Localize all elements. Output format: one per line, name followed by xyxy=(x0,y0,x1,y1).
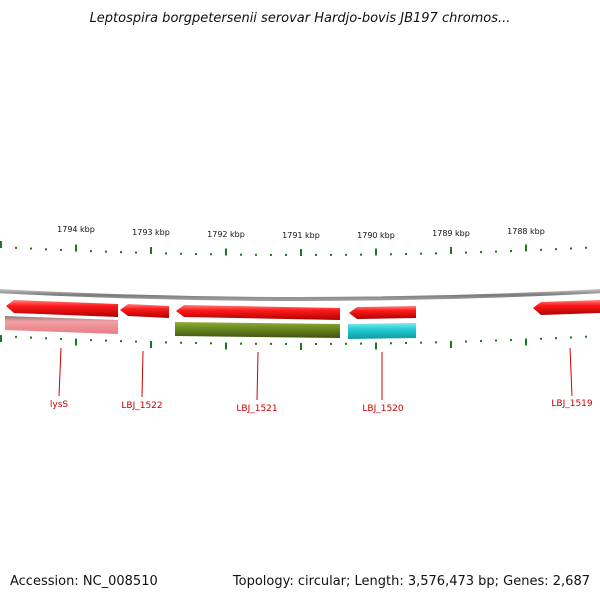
cds-features xyxy=(6,300,600,320)
footer-info: Topology: circular; Length: 3,576,473 bp… xyxy=(232,574,590,589)
gene-label-LBJ_1519[interactable]: LBJ_1519 xyxy=(551,399,593,409)
cds-arrow-lysS[interactable] xyxy=(6,300,118,317)
gene-features xyxy=(5,316,416,339)
scale-label-1789: 1789 kbp xyxy=(432,229,470,238)
gene-label-LBJ_1522[interactable]: LBJ_1522 xyxy=(121,401,162,411)
gene-label-lysS[interactable]: lysS xyxy=(50,400,69,410)
cds-arrow-LBJ_1521[interactable] xyxy=(176,305,340,320)
cds-arrow-LBJ_1519[interactable] xyxy=(533,300,600,315)
scale-label-1791: 1791 kbp xyxy=(282,231,320,240)
scale-label-1794: 1794 kbp xyxy=(57,225,95,234)
cds-arrow-LBJ_1522[interactable] xyxy=(120,304,169,318)
gene-label-leaders xyxy=(58,347,573,401)
gene-bar-lysS[interactable] xyxy=(5,316,118,334)
leader-LBJ_1522 xyxy=(141,350,144,398)
scale-ticks-upper xyxy=(0,241,587,256)
gene-bar-LBJ_1521[interactable] xyxy=(175,322,340,338)
leader-LBJ_1519 xyxy=(569,347,573,397)
scale-label-1788: 1788 kbp xyxy=(507,227,545,236)
gene-label-LBJ_1521[interactable]: LBJ_1521 xyxy=(236,404,277,414)
map-title: Leptospira borgpetersenii serovar Hardjo… xyxy=(89,11,511,26)
backbone-arc xyxy=(0,289,600,301)
footer-accession: Accession: NC_008510 xyxy=(10,574,158,589)
gene-bar-LBJ_1520[interactable] xyxy=(348,323,416,339)
scale-label-1792: 1792 kbp xyxy=(207,230,245,239)
leader-lysS xyxy=(58,347,62,397)
scale-label-1793: 1793 kbp xyxy=(132,228,170,237)
cds-arrow-LBJ_1520[interactable] xyxy=(349,306,416,319)
gene-label-LBJ_1520[interactable]: LBJ_1520 xyxy=(362,404,404,414)
leader-LBJ_1521 xyxy=(256,351,259,401)
scale-label-1790: 1790 kbp xyxy=(357,231,395,240)
scale-ticks-lower xyxy=(0,335,587,350)
